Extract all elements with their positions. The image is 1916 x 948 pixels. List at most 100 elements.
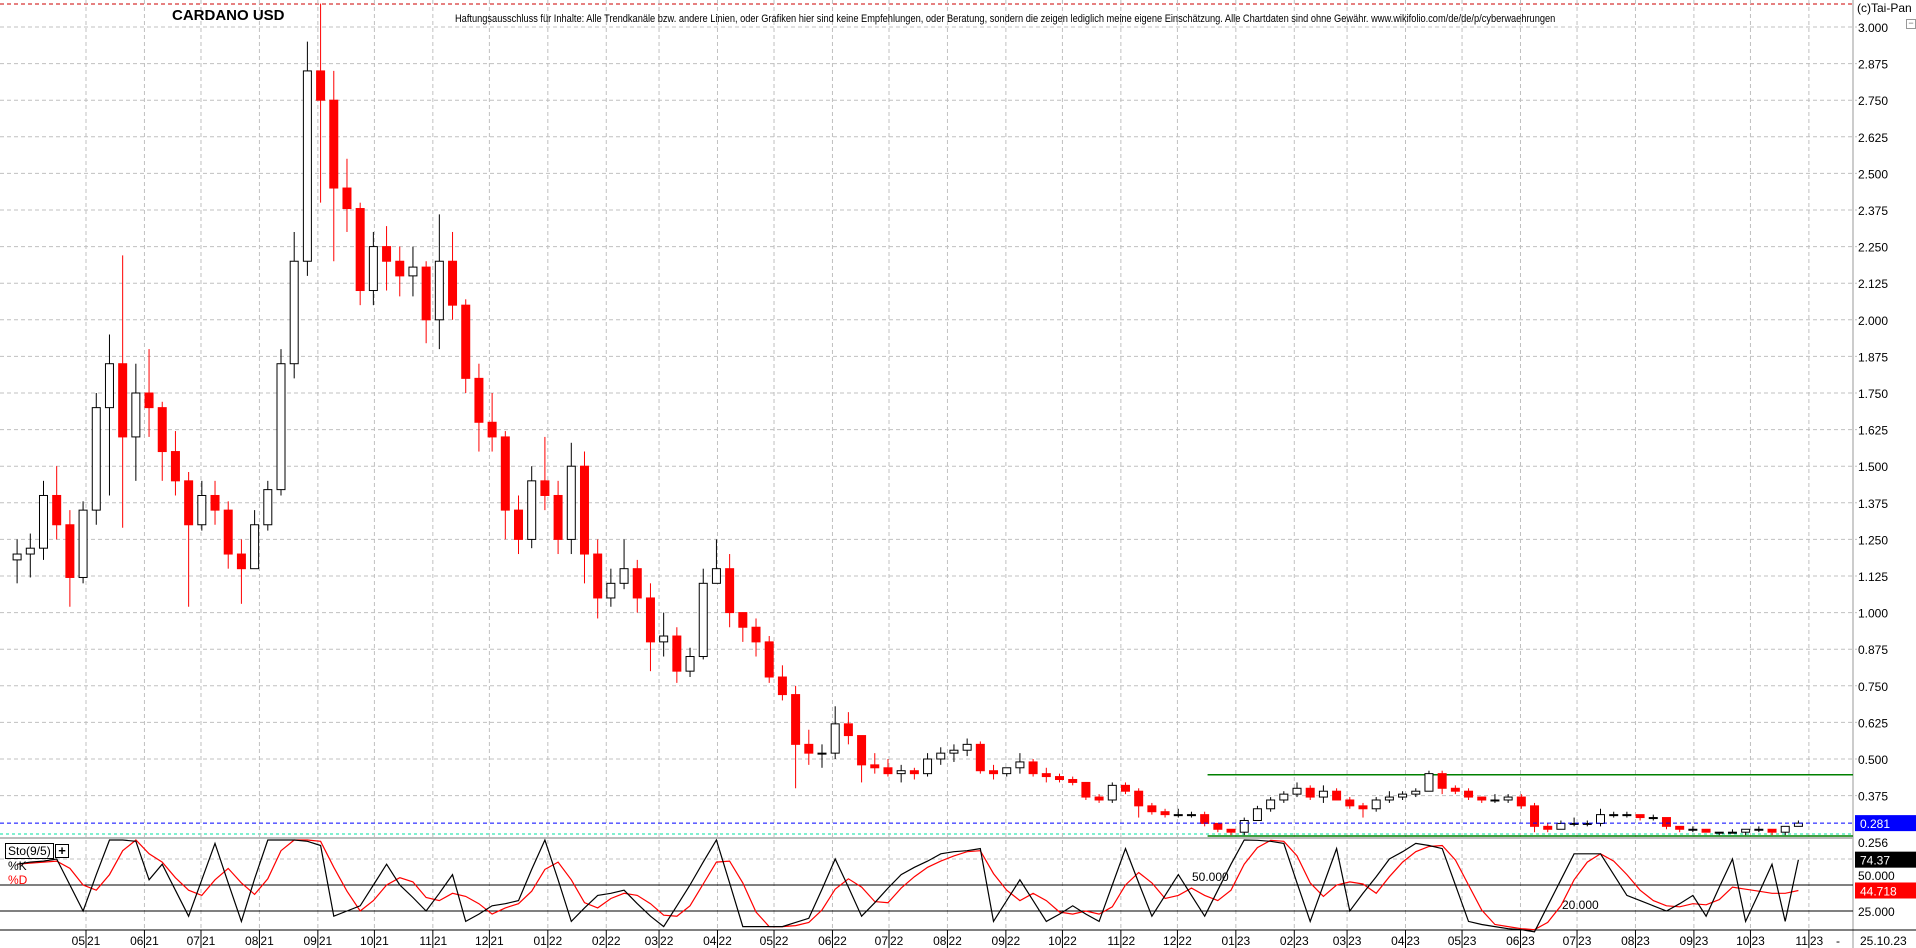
- candle-up: [263, 489, 273, 526]
- plus-box-icon[interactable]: +: [55, 844, 69, 858]
- candle-down: [65, 524, 75, 578]
- candle-up: [250, 524, 260, 570]
- candle-down: [170, 451, 180, 482]
- candle-down: [870, 764, 880, 769]
- candle-down: [777, 676, 787, 696]
- date-tick-year: 21: [202, 934, 216, 948]
- candle-up: [1596, 814, 1605, 824]
- disclaimer-text: Haftungsausschluss für Inhalte: Alle Tre…: [455, 13, 1556, 25]
- d-last-badge: [1855, 882, 1916, 899]
- candle-up: [606, 582, 616, 599]
- candle-down: [1081, 781, 1091, 798]
- candle-down: [157, 407, 167, 453]
- date-tick-year: 22: [1063, 934, 1077, 948]
- date-tick-year: 21: [87, 934, 101, 948]
- candle-down: [1213, 822, 1223, 830]
- date-tick-month: 12: [475, 934, 489, 948]
- stoch-k-line: [17, 838, 1799, 933]
- date-tick-month: 06: [130, 934, 144, 948]
- candle-up: [408, 266, 418, 277]
- stoch-d-line: [17, 839, 1799, 931]
- candle-up: [1648, 817, 1658, 820]
- candle-up: [78, 509, 88, 578]
- date-tick-year: 22: [1122, 934, 1136, 948]
- candle-up: [368, 246, 378, 292]
- candle-up: [1503, 796, 1513, 801]
- price-tick-label: 1.625: [1858, 424, 1888, 438]
- price-tick-label: 3.000: [1858, 21, 1888, 35]
- indicator-name-label[interactable]: Sto(9/5): [5, 843, 54, 859]
- candle-down: [1055, 776, 1065, 780]
- date-tick-month: 05: [760, 934, 774, 948]
- candle-up: [1015, 761, 1025, 769]
- date-tick-year: 22: [775, 934, 789, 948]
- candle-up: [896, 770, 906, 775]
- chart-title: CARDANO USD: [172, 7, 285, 24]
- candle-down: [448, 260, 458, 306]
- candle-up: [302, 70, 312, 262]
- date-tick-year: 22: [607, 934, 621, 948]
- candle-down: [1450, 787, 1460, 792]
- date-tick-year: 22: [890, 934, 904, 948]
- candle-up: [949, 749, 959, 754]
- candle-down: [500, 436, 510, 511]
- candle-down: [316, 70, 326, 101]
- candle-up: [1186, 814, 1196, 817]
- price-tick-label: 2.250: [1858, 241, 1888, 255]
- date-tick-year: 23: [1810, 934, 1824, 948]
- date-tick-month: 08: [933, 934, 947, 948]
- candle-down: [144, 392, 154, 409]
- price-tick-label: 1.250: [1858, 533, 1888, 547]
- candle-up: [1688, 828, 1698, 831]
- candle-down: [1464, 790, 1474, 798]
- price-tick-label: 2.500: [1858, 167, 1888, 181]
- date-tick-month: 08: [245, 934, 259, 948]
- date-tick-year: 22: [1178, 934, 1192, 948]
- candle-down: [355, 208, 365, 292]
- d-last-label: 44.718: [1860, 884, 1897, 898]
- candle-down: [1147, 805, 1157, 813]
- k-last-badge: [1855, 851, 1916, 868]
- candle-down: [672, 635, 682, 672]
- date-tick-month: 11: [1107, 934, 1120, 948]
- candle-up: [38, 494, 48, 549]
- date-tick-month: 02: [1280, 934, 1294, 948]
- candle-up: [1173, 814, 1183, 817]
- candle-down: [1635, 814, 1645, 819]
- date-tick-month: 06: [818, 934, 832, 948]
- date-tick-month: 11: [419, 934, 432, 948]
- date-tick-month: 03: [1333, 934, 1347, 948]
- date-tick-month: 01: [533, 934, 547, 948]
- candle-up: [276, 363, 286, 491]
- date-tick-month: 02: [592, 934, 606, 948]
- candle-down: [118, 363, 128, 438]
- date-tick-month: 04: [1391, 934, 1405, 948]
- date-tick-month: 11: [1795, 934, 1808, 948]
- candle-down: [1094, 796, 1104, 801]
- candle-up: [527, 480, 537, 540]
- candle-down: [1767, 828, 1777, 833]
- candle-down: [474, 377, 484, 423]
- date-tick-month: 12: [1163, 934, 1177, 948]
- candle-down: [883, 767, 893, 775]
- date-tick-month: 09: [303, 934, 317, 948]
- candle-up: [1727, 831, 1737, 834]
- price-tick-label: 0.500: [1858, 753, 1888, 767]
- candle-down: [329, 99, 339, 189]
- candle-up: [1780, 825, 1790, 833]
- minus-box-icon[interactable]: −: [1906, 19, 1916, 29]
- candle-down: [1305, 787, 1315, 798]
- date-tick-year: 23: [1521, 934, 1535, 948]
- candle-up: [566, 465, 576, 540]
- candle-down: [738, 612, 748, 628]
- candle-down: [1358, 805, 1368, 810]
- date-tick-year: 21: [490, 934, 504, 948]
- candle-up: [698, 582, 708, 658]
- candle-down: [843, 723, 853, 737]
- price-tick-label: 0.875: [1858, 643, 1888, 657]
- candle-down: [487, 421, 497, 438]
- candle-up: [25, 547, 35, 555]
- date-tick-month: 10: [1048, 934, 1062, 948]
- candle-up: [197, 494, 207, 526]
- date-tick-month: 05: [1448, 934, 1462, 948]
